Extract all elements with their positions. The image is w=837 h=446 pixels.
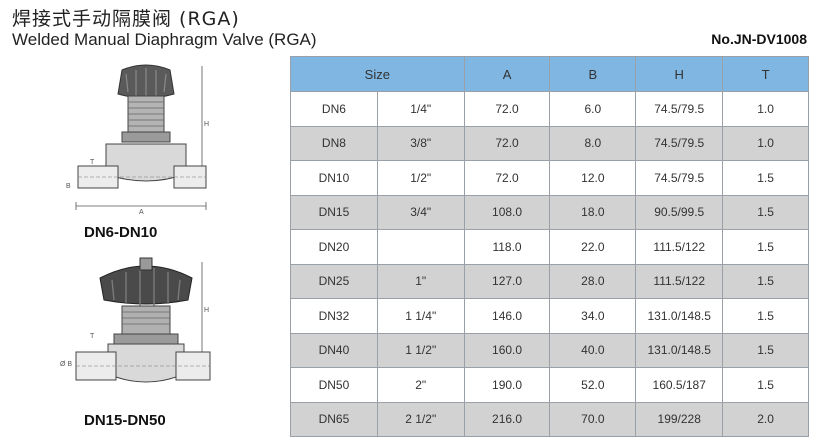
cell-inch: 1/2": [376, 160, 465, 196]
cell-a: 72.0: [463, 91, 551, 127]
cell-inch: 2 1/2": [376, 401, 465, 437]
caption-dn6-dn10: DN6-DN10: [84, 224, 158, 241]
cell-h: 74.5/79.5: [635, 160, 724, 196]
table-row: DN10 1/2" 72.0 12.0 74.5/79.5 1.5: [290, 160, 809, 196]
table-body: DN6 1/4" 72.0 6.0 74.5/79.5 1.0 DN8 3/8" 72.0 8.0…: [290, 91, 809, 437]
table-row: DN50 2" 190.0 52.0 160.5/187 1.5: [290, 367, 809, 403]
header-b: B: [549, 56, 637, 92]
cell-dn: DN32: [290, 298, 378, 334]
cell-dn: DN10: [290, 160, 378, 196]
cell-t: 1.5: [722, 367, 809, 403]
cell-inch: 1/4": [376, 91, 465, 127]
cell-h: 111.5/122: [635, 263, 724, 299]
header-size: Size: [290, 56, 465, 92]
header-t: T: [722, 56, 809, 92]
cell-t: 1.0: [722, 125, 809, 161]
dim-a-label: A: [139, 209, 144, 216]
cell-dn: DN20: [290, 229, 378, 265]
title-english: Welded Manual Diaphragm Valve (RGA): [12, 30, 317, 49]
cell-b: 52.0: [549, 367, 637, 403]
dim-diameter-b-label: Ø B: [60, 361, 72, 368]
cell-a: 146.0: [463, 298, 551, 334]
cell-dn: DN65: [290, 401, 378, 437]
table-row: DN6 1/4" 72.0 6.0 74.5/79.5 1.0: [290, 91, 809, 127]
dim-t-label: T: [90, 159, 95, 166]
cell-h: 131.0/148.5: [635, 298, 724, 334]
cell-a: 72.0: [463, 160, 551, 196]
header-h: H: [635, 56, 724, 92]
cell-dn: DN50: [290, 367, 378, 403]
cell-h: 131.0/148.5: [635, 332, 724, 368]
table-header-row: Size A B H T: [290, 56, 809, 92]
cell-dn: DN40: [290, 332, 378, 368]
cell-h: 74.5/79.5: [635, 91, 724, 127]
table-row: DN65 2 1/2" 216.0 70.0 199/228 2.0: [290, 401, 809, 437]
cell-h: 111.5/122: [635, 229, 724, 265]
cell-t: 1.5: [722, 229, 809, 265]
cell-inch: 3/8": [376, 125, 465, 161]
cell-t: 1.0: [722, 91, 809, 127]
cell-dn: DN8: [290, 125, 378, 161]
cell-h: 90.5/99.5: [635, 194, 724, 230]
cell-a: 108.0: [463, 194, 551, 230]
table-row: DN40 1 1/2" 160.0 40.0 131.0/148.5 1.5: [290, 332, 809, 368]
cell-inch: [376, 229, 465, 265]
cell-dn: DN25: [290, 263, 378, 299]
cell-b: 22.0: [549, 229, 637, 265]
cell-b: 8.0: [549, 125, 637, 161]
dim-t-label-2: T: [90, 333, 95, 340]
cell-inch: 2": [376, 367, 465, 403]
cell-a: 216.0: [463, 401, 551, 437]
table-row: DN32 1 1/4" 146.0 34.0 131.0/148.5 1.5: [290, 298, 809, 334]
table-row: DN15 3/4" 108.0 18.0 90.5/99.5 1.5: [290, 194, 809, 230]
cell-inch: 1 1/2": [376, 332, 465, 368]
cell-a: 190.0: [463, 367, 551, 403]
cell-b: 34.0: [549, 298, 637, 334]
cell-t: 1.5: [722, 298, 809, 334]
cell-a: 127.0: [463, 263, 551, 299]
cell-b: 40.0: [549, 332, 637, 368]
dim-h-label: H: [204, 121, 209, 128]
spec-table: Size A B H T DN6 1/4" 72.0 6.0 74.5/79.5 1.0 D…: [290, 56, 809, 437]
table-row: DN20 118.0 22.0 111.5/122 1.5: [290, 229, 809, 265]
cell-b: 18.0: [549, 194, 637, 230]
cell-inch: 1": [376, 263, 465, 299]
cell-inch: 3/4": [376, 194, 465, 230]
cell-b: 28.0: [549, 263, 637, 299]
cell-inch: 1 1/4": [376, 298, 465, 334]
cell-b: 12.0: [549, 160, 637, 196]
valve-drawing-large: H T Ø B: [60, 257, 211, 383]
valve-drawing-small: A H T B: [66, 64, 209, 216]
cell-t: 1.5: [722, 332, 809, 368]
header-a: A: [463, 56, 551, 92]
dim-h-label-2: H: [204, 307, 209, 314]
cell-h: 199/228: [635, 401, 724, 437]
cell-h: 74.5/79.5: [635, 125, 724, 161]
cell-a: 118.0: [463, 229, 551, 265]
cell-a: 72.0: [463, 125, 551, 161]
cell-b: 6.0: [549, 91, 637, 127]
cell-dn: DN6: [290, 91, 378, 127]
cell-h: 160.5/187: [635, 367, 724, 403]
cell-t: 2.0: [722, 401, 809, 437]
model-number: No.JN-DV1008: [711, 31, 807, 47]
cell-t: 1.5: [722, 263, 809, 299]
cell-t: 1.5: [722, 194, 809, 230]
title-chinese: 焊接式手动隔膜阀 (RGA): [12, 8, 240, 30]
cell-a: 160.0: [463, 332, 551, 368]
caption-dn15-dn50: DN15-DN50: [84, 412, 166, 429]
table-row: DN25 1" 127.0 28.0 111.5/122 1.5: [290, 263, 809, 299]
dim-b-label: B: [66, 183, 71, 190]
table-row: DN8 3/8" 72.0 8.0 74.5/79.5 1.0: [290, 125, 809, 161]
cell-t: 1.5: [722, 160, 809, 196]
cell-dn: DN15: [290, 194, 378, 230]
cell-b: 70.0: [549, 401, 637, 437]
